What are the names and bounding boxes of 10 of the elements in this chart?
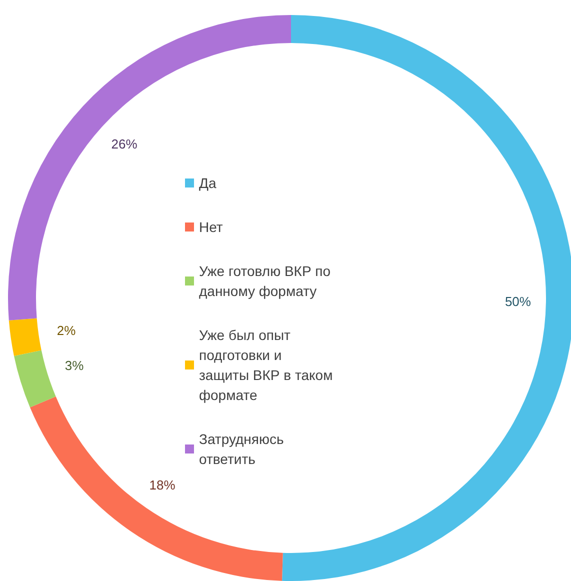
data-label: 26% — [111, 136, 138, 152]
legend-label: Затрудняюсь ответить — [199, 431, 288, 467]
data-label: 2% — [56, 322, 76, 338]
legend-label: Уже готовлю ВКР по данному формату — [199, 263, 334, 299]
data-label: 3% — [64, 358, 84, 373]
legend-label: Нет — [199, 219, 224, 235]
legend-label: Да — [199, 175, 216, 191]
data-label: 18% — [149, 477, 176, 492]
legend-label: Уже был опыт подготовки и защиты ВКР в таком формате — [199, 327, 337, 403]
data-label: 50% — [504, 294, 532, 310]
